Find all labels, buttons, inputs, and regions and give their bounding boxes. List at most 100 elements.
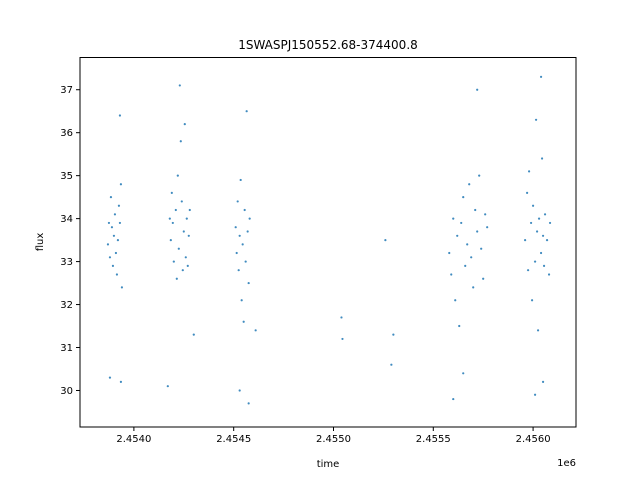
data-point bbox=[454, 299, 457, 302]
data-point bbox=[118, 221, 122, 225]
x-axis-ticks: 2.4540 2.4545 2.4550 2.4555 2.4560 bbox=[116, 427, 551, 445]
data-point bbox=[482, 277, 485, 280]
data-point bbox=[472, 286, 475, 289]
data-point bbox=[113, 213, 117, 216]
data-point bbox=[460, 221, 463, 225]
data-point bbox=[526, 269, 530, 272]
data-point bbox=[114, 251, 118, 255]
data-point bbox=[186, 264, 189, 267]
plot-frame bbox=[79, 57, 577, 428]
data-point bbox=[119, 183, 123, 186]
data-point bbox=[117, 204, 121, 207]
data-point bbox=[530, 299, 534, 302]
data-point bbox=[474, 208, 477, 212]
data-point bbox=[174, 208, 177, 212]
data-point bbox=[539, 251, 543, 255]
data-point bbox=[535, 230, 539, 233]
data-point bbox=[341, 337, 344, 341]
data-point bbox=[168, 217, 171, 220]
data-point bbox=[179, 140, 182, 143]
data-point bbox=[246, 230, 249, 233]
x-tick-label: 2.4555 bbox=[416, 434, 451, 445]
data-point bbox=[110, 226, 114, 229]
y-tick-label: 34 bbox=[60, 214, 73, 225]
data-point bbox=[468, 183, 471, 186]
data-point bbox=[462, 196, 465, 199]
data-point bbox=[529, 221, 533, 225]
data-point bbox=[238, 234, 241, 237]
data-point bbox=[247, 281, 250, 285]
x-tick-label: 2.4540 bbox=[116, 434, 151, 445]
x-tick-label: 2.4560 bbox=[516, 434, 551, 445]
data-point bbox=[478, 174, 481, 177]
data-point bbox=[254, 329, 257, 332]
data-point bbox=[466, 243, 469, 246]
data-point bbox=[527, 170, 531, 173]
data-point bbox=[180, 200, 183, 203]
data-point bbox=[241, 243, 244, 246]
data-point bbox=[450, 273, 453, 276]
data-point bbox=[108, 256, 112, 259]
data-point bbox=[112, 234, 116, 237]
y-axis-ticks: 30 31 32 33 34 35 36 37 bbox=[60, 85, 80, 397]
data-point bbox=[240, 299, 243, 302]
data-point bbox=[235, 251, 238, 255]
x-tick-label: 2.4545 bbox=[216, 434, 251, 445]
y-tick-label: 36 bbox=[60, 128, 73, 139]
data-point bbox=[244, 260, 247, 263]
data-point bbox=[183, 122, 186, 126]
data-point bbox=[531, 204, 535, 207]
data-point bbox=[480, 247, 483, 250]
y-tick-label: 35 bbox=[60, 171, 73, 182]
data-point bbox=[540, 157, 544, 160]
data-point bbox=[534, 118, 538, 121]
data-point bbox=[533, 260, 537, 263]
data-point bbox=[242, 320, 245, 323]
data-point bbox=[525, 191, 529, 194]
data-point bbox=[384, 239, 387, 242]
y-axis-label: flux bbox=[35, 233, 46, 252]
data-point bbox=[539, 75, 543, 78]
data-point bbox=[458, 324, 461, 328]
data-points bbox=[106, 75, 552, 405]
data-point bbox=[543, 213, 547, 216]
data-point bbox=[169, 239, 172, 242]
y-tick-label: 32 bbox=[60, 300, 73, 311]
data-point bbox=[476, 230, 479, 233]
x-axis-offset-label: 1e6 bbox=[557, 458, 576, 469]
data-point bbox=[176, 174, 179, 177]
x-axis-label: time bbox=[317, 459, 340, 470]
data-point bbox=[185, 217, 188, 220]
data-point bbox=[177, 247, 180, 250]
data-point bbox=[111, 264, 115, 267]
data-point bbox=[247, 402, 250, 405]
data-point bbox=[184, 256, 187, 259]
data-point bbox=[340, 316, 343, 319]
data-point bbox=[390, 363, 393, 366]
data-point bbox=[486, 226, 489, 229]
data-point bbox=[541, 380, 545, 383]
data-point bbox=[464, 264, 467, 267]
data-point bbox=[116, 239, 120, 242]
data-point bbox=[248, 217, 251, 220]
data-point bbox=[452, 397, 455, 401]
data-point bbox=[237, 269, 240, 272]
data-point bbox=[524, 239, 527, 242]
y-tick-label: 33 bbox=[60, 257, 73, 268]
data-point bbox=[107, 221, 111, 225]
data-point bbox=[172, 260, 175, 263]
data-point bbox=[239, 178, 242, 182]
x-tick-label: 2.4550 bbox=[316, 434, 351, 445]
data-point bbox=[120, 286, 124, 289]
data-point bbox=[175, 277, 178, 280]
data-point bbox=[245, 110, 248, 113]
data-point bbox=[484, 213, 487, 216]
data-point bbox=[166, 385, 169, 388]
data-point bbox=[118, 114, 122, 117]
data-point bbox=[238, 389, 241, 392]
data-point bbox=[548, 221, 552, 225]
data-point bbox=[542, 264, 546, 267]
data-point bbox=[108, 376, 112, 379]
data-point bbox=[192, 333, 195, 336]
chart-title: 1SWASPJ150552.68-374400.8 bbox=[238, 38, 418, 52]
